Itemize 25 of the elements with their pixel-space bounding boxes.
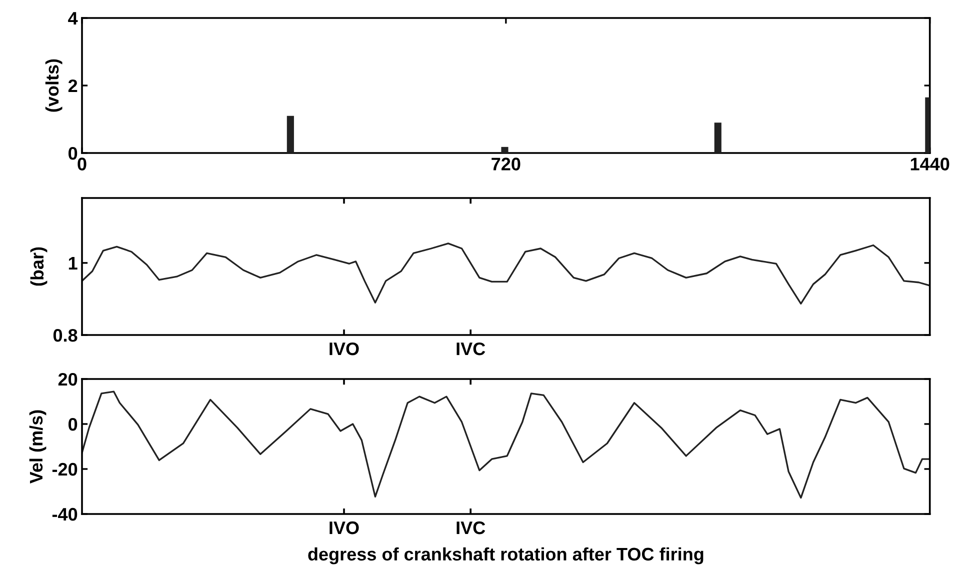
x-tick-label: 0 <box>78 158 86 170</box>
ref-line-label: IVO <box>330 342 359 356</box>
y-tick-label: -20 <box>52 462 78 476</box>
y-tick-label: 0.8 <box>53 328 78 342</box>
x-axis-title: degress of crankshaft rotation after TOC firing <box>308 547 704 564</box>
y-tick-label: 0 <box>68 418 78 431</box>
y-tick-label: 1 <box>68 257 78 270</box>
ref-line-label: IVO <box>330 521 359 534</box>
y-axis-title: (bar) <box>30 247 48 286</box>
y-tick-label: 20 <box>58 372 78 386</box>
y-axis-title: (volts) <box>45 59 62 112</box>
bar <box>714 122 722 154</box>
line-series <box>82 242 930 304</box>
y-tick-label: -40 <box>52 508 78 521</box>
x-tick-label: 1440 <box>910 158 950 170</box>
line-series <box>82 390 930 499</box>
y-tick-label: 4 <box>68 12 78 25</box>
ref-line-label: IVC <box>456 342 486 356</box>
y-tick-label: 0 <box>68 146 78 160</box>
ref-line-label: IVC <box>456 521 486 534</box>
bar <box>286 116 294 154</box>
y-tick-label: 2 <box>68 79 78 92</box>
y-axis-title: Vel (m/s) <box>29 410 46 484</box>
bar <box>501 146 508 154</box>
x-tick-label: 720 <box>492 158 520 170</box>
